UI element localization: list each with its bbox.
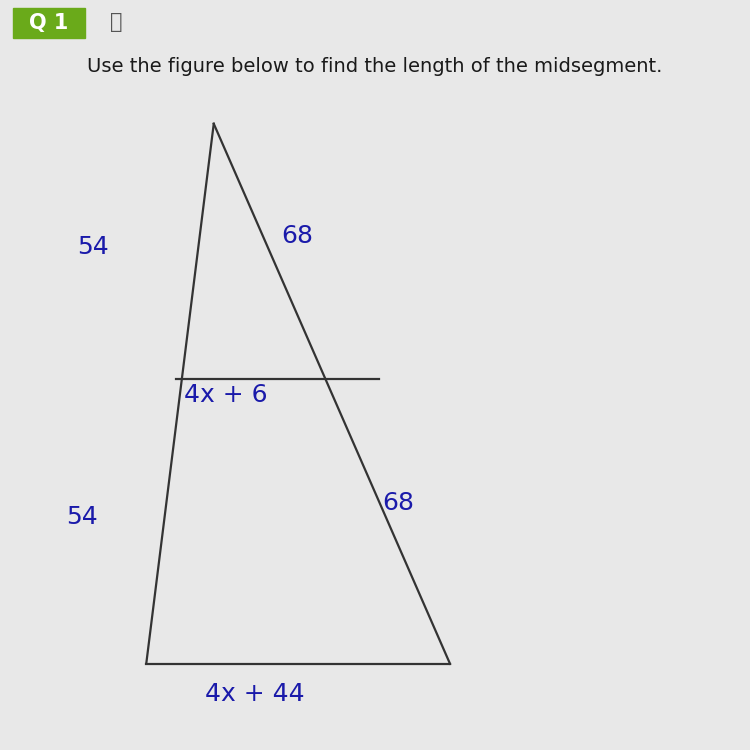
Text: Q 1: Q 1 [29, 13, 69, 32]
Text: 54: 54 [77, 236, 109, 260]
Text: 68: 68 [281, 224, 314, 248]
Text: 📎: 📎 [110, 13, 122, 32]
Text: 4x + 6: 4x + 6 [184, 382, 267, 406]
FancyBboxPatch shape [13, 8, 85, 38]
Text: 54: 54 [66, 506, 98, 530]
Text: 4x + 44: 4x + 44 [206, 682, 304, 706]
Text: 68: 68 [382, 490, 415, 514]
Text: Use the figure below to find the length of the midsegment.: Use the figure below to find the length … [87, 56, 663, 76]
